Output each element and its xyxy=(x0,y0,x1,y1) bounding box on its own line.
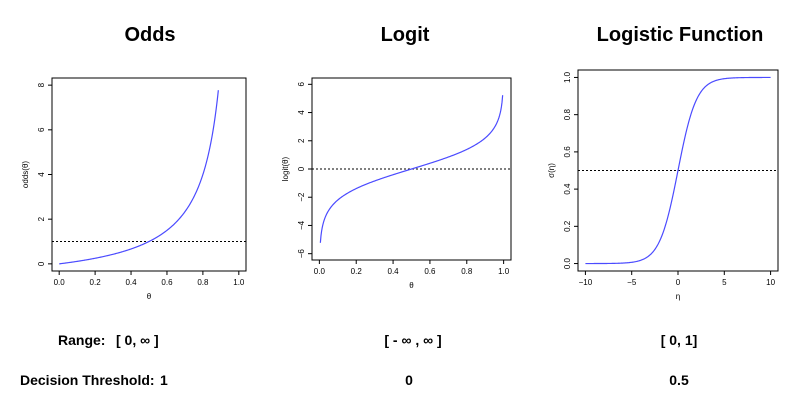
y-axis-label: logit(θ) xyxy=(281,156,290,181)
x-tick-label: 0 xyxy=(676,278,681,287)
y-tick-label: 0.4 xyxy=(563,183,572,195)
x-tick-label: 0.2 xyxy=(351,267,363,276)
y-tick-label: 0.0 xyxy=(563,257,572,269)
y-tick-label: −6 xyxy=(297,249,306,259)
x-axis-label: θ xyxy=(409,281,414,290)
y-tick-label: 6 xyxy=(37,127,46,132)
x-tick-label: 0.6 xyxy=(161,278,173,287)
x-tick-label: 5 xyxy=(722,278,727,287)
odds-chart-title: Odds xyxy=(124,24,176,46)
decision-threshold-label: Decision Threshold: xyxy=(20,372,155,388)
x-tick-label: 1.0 xyxy=(233,278,245,287)
y-tick-label: 2 xyxy=(37,216,46,221)
range-label: Range: xyxy=(58,332,106,348)
logistic-threshold-value: 0.5 xyxy=(669,372,689,388)
y-tick-label: 1.0 xyxy=(563,71,572,83)
x-axis-label: θ xyxy=(147,292,152,301)
x-tick-label: −10 xyxy=(579,278,593,287)
x-tick-label: 0.4 xyxy=(388,267,400,276)
y-axis-label: odds(θ) xyxy=(21,161,30,188)
y-axis-label: σ(η) xyxy=(547,163,556,178)
y-tick-label: −4 xyxy=(297,220,306,230)
y-tick-label: 0.6 xyxy=(563,146,572,158)
x-tick-label: 1.0 xyxy=(498,267,510,276)
curve-line xyxy=(319,95,504,243)
odds-threshold-value: 1 xyxy=(160,372,168,388)
logit-chart-title: Logit xyxy=(380,24,430,46)
y-tick-label: 0 xyxy=(37,261,46,266)
logit-threshold-value: 0 xyxy=(405,372,413,388)
curve-line xyxy=(59,90,219,265)
logistic-range-value: [ 0, 1] xyxy=(660,332,698,348)
logit-range-value: [ - ∞ , ∞ ] xyxy=(384,332,442,348)
y-tick-label: 0.2 xyxy=(563,220,572,232)
x-tick-label: 0.4 xyxy=(125,278,137,287)
y-tick-label: 4 xyxy=(37,172,46,177)
curve-line xyxy=(585,76,771,265)
odds-range-value: [ 0, ∞ ] xyxy=(116,332,159,348)
x-tick-label: 0.0 xyxy=(54,278,66,287)
x-tick-label: −5 xyxy=(627,278,637,287)
x-tick-label: 10 xyxy=(766,278,775,287)
y-tick-label: 4 xyxy=(297,110,306,115)
x-tick-label: 0.8 xyxy=(197,278,209,287)
x-tick-label: 0.2 xyxy=(90,278,102,287)
x-tick-label: 0.8 xyxy=(461,267,473,276)
x-axis-label: η xyxy=(676,292,680,301)
y-tick-label: 8 xyxy=(37,82,46,87)
x-tick-label: 0.0 xyxy=(314,267,326,276)
y-tick-label: 2 xyxy=(297,138,306,143)
y-tick-label: 0 xyxy=(297,166,306,171)
y-tick-label: −2 xyxy=(297,192,306,202)
x-tick-label: 0.6 xyxy=(424,267,436,276)
logistic-chart-title: Logistic Function xyxy=(596,24,764,46)
y-tick-label: 6 xyxy=(297,82,306,87)
y-tick-label: 0.8 xyxy=(563,109,572,121)
